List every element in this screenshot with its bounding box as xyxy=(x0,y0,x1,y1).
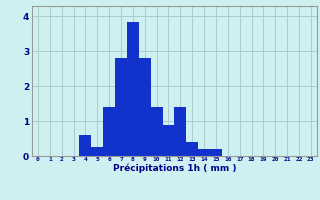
Bar xyxy=(198,149,210,156)
Bar xyxy=(91,147,103,156)
X-axis label: Précipitations 1h ( mm ): Précipitations 1h ( mm ) xyxy=(113,163,236,173)
Bar xyxy=(163,125,174,156)
Bar xyxy=(174,107,186,156)
Bar xyxy=(151,107,163,156)
Bar xyxy=(115,58,127,156)
Bar xyxy=(127,22,139,156)
Bar xyxy=(139,58,151,156)
Bar xyxy=(186,142,198,156)
Bar xyxy=(210,149,222,156)
Bar xyxy=(103,107,115,156)
Bar xyxy=(79,135,91,156)
